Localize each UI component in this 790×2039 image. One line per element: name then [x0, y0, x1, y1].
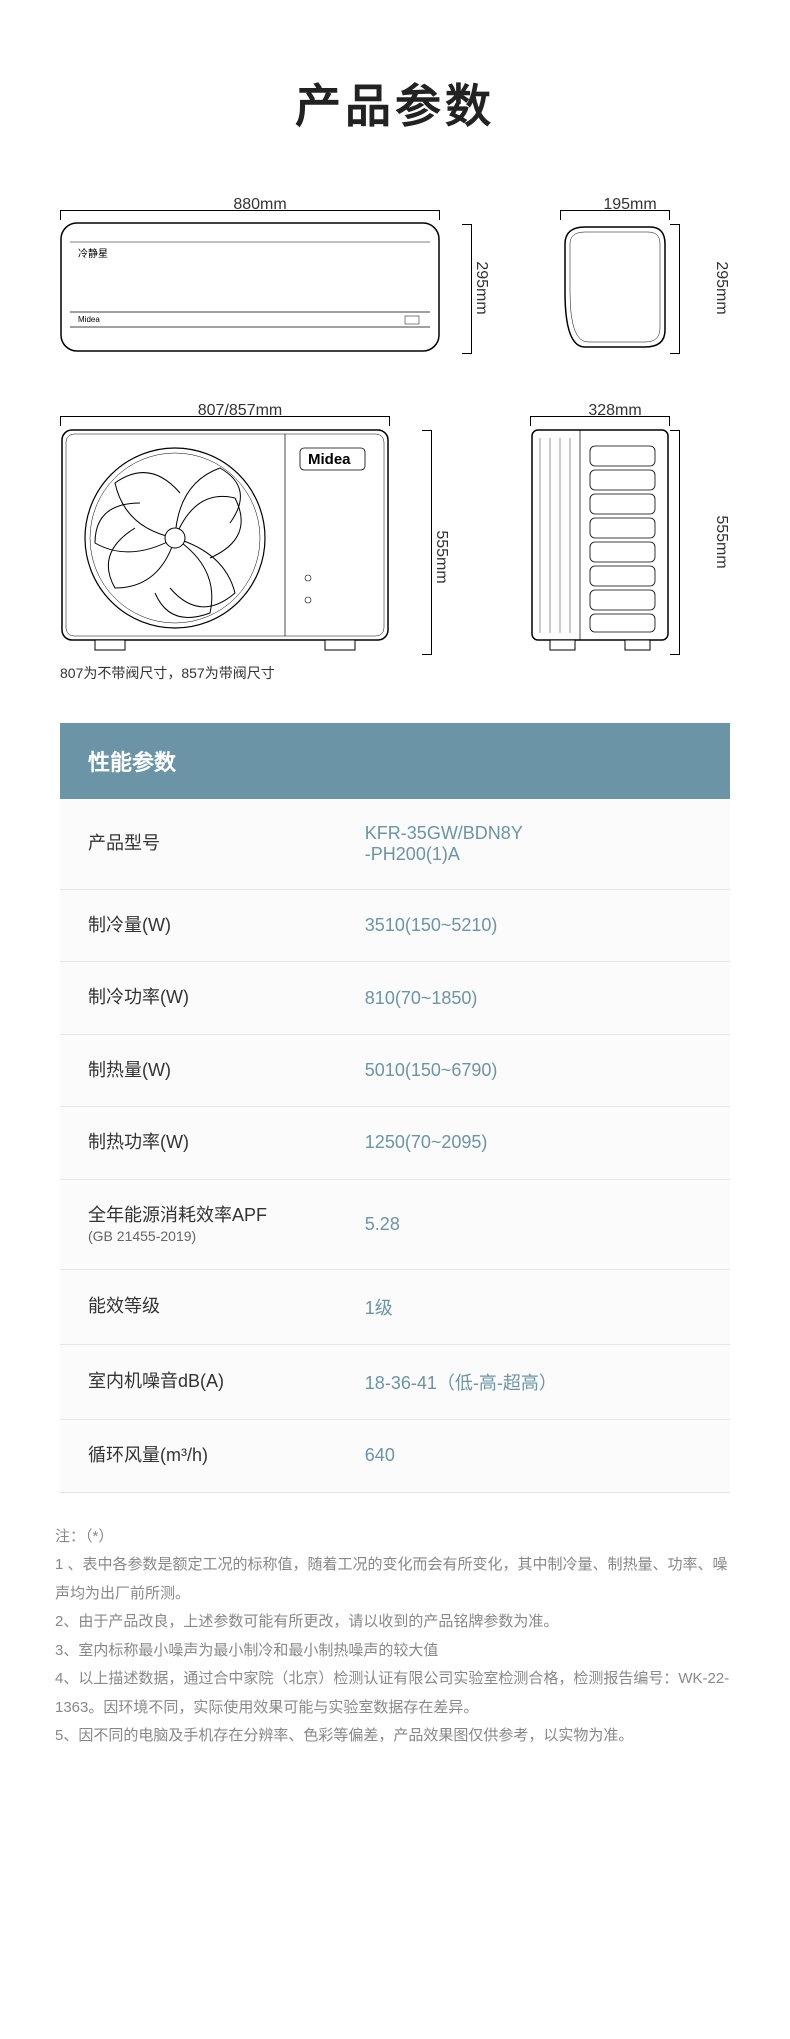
spec-table: 性能参数 产品型号KFR-35GW/BDN8Y -PH200(1)A制冷量(W)…	[60, 723, 730, 1493]
indoor-front-height-label: 295mm	[472, 261, 490, 314]
svg-text:Midea: Midea	[308, 451, 351, 468]
outdoor-front-height-label: 555mm	[432, 530, 450, 583]
spec-row: 全年能源消耗效率APF(GB 21455-2019)5.28	[60, 1180, 730, 1271]
outdoor-unit-front-diagram: Midea	[60, 428, 420, 653]
spec-label: 制热功率(W)	[60, 1107, 355, 1178]
indoor-side-height-label: 295mm	[712, 261, 730, 314]
spec-label: 全年能源消耗效率APF(GB 21455-2019)	[60, 1180, 355, 1270]
outdoor-width-note: 807为不带阀尺寸，857为带阀尺寸	[60, 663, 420, 683]
spec-label-sub: (GB 21455-2019)	[88, 1227, 327, 1245]
footnotes-head: 注：（*）	[55, 1523, 735, 1552]
spec-value: KFR-35GW/BDN8Y -PH200(1)A	[355, 799, 730, 889]
outdoor-side-height-label: 555mm	[712, 515, 730, 568]
spec-value: 3510(150~5210)	[355, 891, 730, 960]
spec-label: 制冷量(W)	[60, 890, 355, 961]
spec-label: 能效等级	[60, 1271, 355, 1342]
spec-value: 810(70~1850)	[355, 964, 730, 1033]
spec-label: 制冷功率(W)	[60, 962, 355, 1033]
spec-value: 5010(150~6790)	[355, 1036, 730, 1105]
svg-text:冷静星: 冷静星	[78, 247, 108, 260]
spec-row: 制冷量(W)3510(150~5210)	[60, 890, 730, 962]
dimension-diagrams: 880mm 冷静星 Midea 295mm	[0, 196, 790, 683]
spec-row: 能效等级1级	[60, 1270, 730, 1345]
spec-row: 制冷功率(W)810(70~1850)	[60, 962, 730, 1034]
footnote-line: 2、由于产品改良，上述参数可能有所更改，请以收到的产品铭牌参数为准。	[55, 1608, 735, 1637]
spec-row: 循环风量(m³/h)640	[60, 1420, 730, 1492]
spec-label: 循环风量(m³/h)	[60, 1420, 355, 1491]
spec-heading: 性能参数	[60, 723, 730, 799]
spec-row: 室内机噪音dB(A)18-36-41（低-高-超高）	[60, 1345, 730, 1420]
footnotes: 注：（*） 1 、表中各参数是额定工况的标称值，随着工况的变化而会有所变化，其中…	[55, 1523, 735, 1751]
page-title: 产品参数	[0, 0, 790, 196]
footnote-line: 4、以上描述数据，通过合中家院（北京）检测认证有限公司实验室检测合格，检测报告编…	[55, 1665, 735, 1722]
spec-row: 制热量(W)5010(150~6790)	[60, 1035, 730, 1107]
spec-label: 室内机噪音dB(A)	[60, 1346, 355, 1417]
spec-value: 1级	[355, 1270, 730, 1344]
footnote-line: 3、室内标称最小噪声为最小制冷和最小制热噪声的较大值	[55, 1637, 735, 1666]
footnote-line: 1 、表中各参数是额定工况的标称值，随着工况的变化而会有所变化，其中制冷量、制热…	[55, 1551, 735, 1608]
spec-value: 18-36-41（低-高-超高）	[355, 1345, 730, 1419]
spec-label: 产品型号	[60, 808, 355, 879]
indoor-unit-front-diagram: 冷静星 Midea	[60, 222, 460, 352]
spec-row: 制热功率(W)1250(70~2095)	[60, 1107, 730, 1179]
footnote-line: 5、因不同的电脑及手机存在分辨率、色彩等偏差，产品效果图仅供参考，以实物为准。	[55, 1722, 735, 1751]
spec-value: 1250(70~2095)	[355, 1108, 730, 1177]
spec-value: 640	[355, 1421, 730, 1490]
spec-row: 产品型号KFR-35GW/BDN8Y -PH200(1)A	[60, 799, 730, 890]
spec-value: 5.28	[355, 1190, 730, 1259]
svg-text:Midea: Midea	[78, 315, 100, 324]
spec-label: 制热量(W)	[60, 1035, 355, 1106]
